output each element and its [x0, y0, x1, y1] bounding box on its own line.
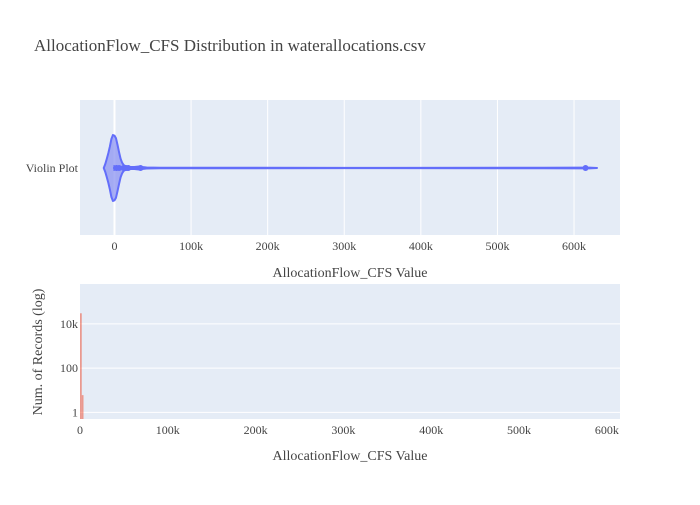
histogram-y-tick-label: 1 — [72, 405, 78, 419]
histogram-x-tick-label: 0 — [77, 423, 83, 437]
histogram-x-tick-labels: 0 100k 200k 300k 400k 500k 600k — [77, 423, 619, 437]
violin-x-tick-label: 200k — [256, 239, 280, 253]
histogram-bar — [81, 395, 84, 419]
violin-x-tick-labels: 0 100k 200k 300k 400k 500k 600k — [111, 239, 586, 253]
violin-point — [116, 165, 123, 171]
violin-panel: 0 100k 200k 300k 400k 500k 600k Violin Plot Al… — [26, 100, 620, 281]
violin-x-tick-label: 0 — [111, 239, 117, 253]
violin-x-tick-label: 500k — [485, 239, 509, 253]
histogram-y-axis-label: Num. of Records (log) — [31, 288, 46, 415]
histogram-gridlines — [80, 323, 620, 413]
violin-x-tick-label: 400k — [409, 239, 433, 253]
violin-x-tick-label: 100k — [179, 239, 203, 253]
violin-x-axis-label: AllocationFlow_CFS Value — [273, 266, 428, 281]
histogram-y-tick-label: 100 — [60, 361, 78, 375]
histogram-bar — [80, 313, 82, 419]
histogram-x-tick-label: 500k — [507, 423, 531, 437]
histogram-plot-background — [80, 284, 620, 419]
histogram-panel: 0 100k 200k 300k 400k 500k 600k 1 100 10k Alloca… — [31, 284, 620, 464]
histogram-y-tick-labels: 1 100 10k — [60, 317, 78, 420]
histogram-y-tick-label: 10k — [60, 317, 78, 331]
histogram-x-axis-label: AllocationFlow_CFS Value — [273, 449, 428, 464]
violin-point — [125, 165, 132, 171]
violin-x-tick-label: 600k — [562, 239, 586, 253]
violin-marks — [102, 134, 599, 202]
violin-x-tick-label: 300k — [332, 239, 356, 253]
histogram-x-tick-label: 600k — [595, 423, 619, 437]
histogram-x-tick-label: 300k — [331, 423, 355, 437]
violin-point — [582, 165, 589, 171]
histogram-bars — [80, 313, 84, 419]
violin-point — [137, 165, 144, 171]
violin-category-label: Violin Plot — [26, 161, 79, 175]
histogram-x-tick-label: 100k — [156, 423, 180, 437]
histogram-x-tick-label: 200k — [244, 423, 268, 437]
chart-title: AllocationFlow_CFS Distribution in water… — [34, 36, 426, 55]
histogram-x-tick-label: 400k — [419, 423, 443, 437]
